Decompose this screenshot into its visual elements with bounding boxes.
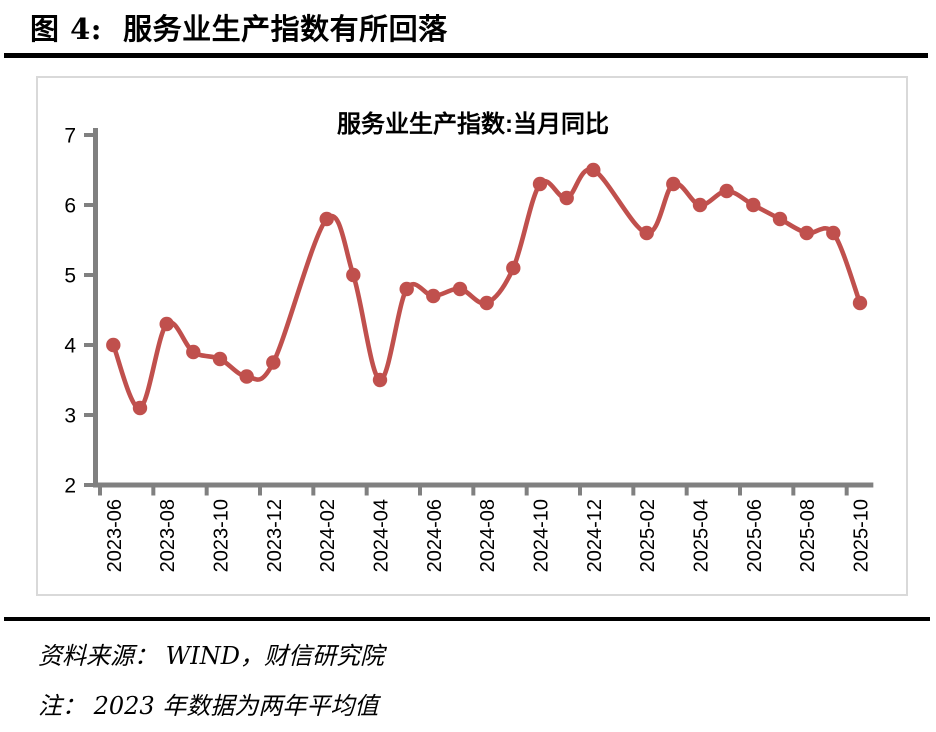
- data-point: [586, 162, 601, 178]
- x-tick-label: 2025-04: [691, 499, 713, 572]
- data-point: [506, 260, 521, 276]
- data-point: [692, 197, 708, 213]
- y-tick-label: 4: [64, 335, 76, 358]
- x-tick-label: 2024-04: [371, 499, 393, 572]
- x-tick-label: 2024-10: [531, 499, 553, 572]
- y-tick-label: 7: [64, 125, 76, 148]
- data-point: [426, 288, 441, 304]
- x-tick-label: 2024-12: [584, 499, 606, 572]
- data-point: [826, 225, 841, 241]
- data-point: [266, 355, 281, 370]
- x-tick-label: 2024-08: [477, 499, 499, 572]
- series-line: [111, 167, 863, 411]
- data-point: [452, 281, 468, 297]
- y-tick-label: 6: [64, 195, 76, 218]
- x-tick-label: 2023-08: [157, 499, 179, 572]
- data-point: [479, 295, 494, 311]
- data-point: [346, 267, 361, 283]
- data-point: [532, 176, 548, 192]
- title-divider: [4, 53, 928, 58]
- y-tick-label: 2: [64, 475, 76, 498]
- data-point: [106, 337, 121, 353]
- line-chart: 服务业生产指数:当月同比 2 3 4 5 6 7 2023-06 2023-08 2023-10 2…: [64, 110, 874, 572]
- data-point: [372, 372, 388, 388]
- footer-divider: [4, 617, 930, 621]
- data-point: [719, 183, 734, 199]
- x-tick-label: 2025-10: [851, 499, 873, 572]
- data-point: [799, 225, 814, 241]
- data-point: [852, 295, 868, 311]
- x-tick-label: 2025-08: [797, 499, 819, 572]
- data-point: [559, 190, 574, 206]
- x-tick-label: 2025-06: [744, 499, 766, 572]
- data-point: [666, 176, 681, 192]
- chart-card: 服务业生产指数:当月同比 2 3 4 5 6 7 2023-06 2023-08 2023-10 2…: [36, 76, 908, 596]
- x-tick-label: 2024-02: [317, 499, 339, 572]
- figure-title: 图 4: 服务业生产指数有所回落: [30, 12, 448, 46]
- data-point: [239, 369, 254, 384]
- x-tick-label: 2024-06: [424, 499, 446, 572]
- chart-title: 服务业生产指数:当月同比: [337, 110, 609, 138]
- data-point: [212, 351, 228, 367]
- data-point: [746, 197, 761, 213]
- data-point: [399, 281, 414, 297]
- data-point: [319, 211, 334, 227]
- data-point: [159, 316, 174, 332]
- x-tick-label: 2023-12: [264, 499, 286, 572]
- x-tick-label: 2023-10: [211, 499, 233, 572]
- data-point: [639, 225, 654, 241]
- source-note: 资料来源： WIND，财信研究院: [38, 642, 385, 670]
- x-tick-label: 2023-06: [104, 499, 126, 572]
- data-point: [132, 400, 148, 416]
- data-point: [772, 211, 788, 227]
- y-tick-label: 3: [64, 405, 76, 428]
- data-note: 注： 2023 年数据为两年平均值: [38, 692, 379, 720]
- y-tick-label: 5: [64, 265, 76, 288]
- data-point: [186, 344, 201, 360]
- x-tick-label: 2025-02: [637, 499, 659, 572]
